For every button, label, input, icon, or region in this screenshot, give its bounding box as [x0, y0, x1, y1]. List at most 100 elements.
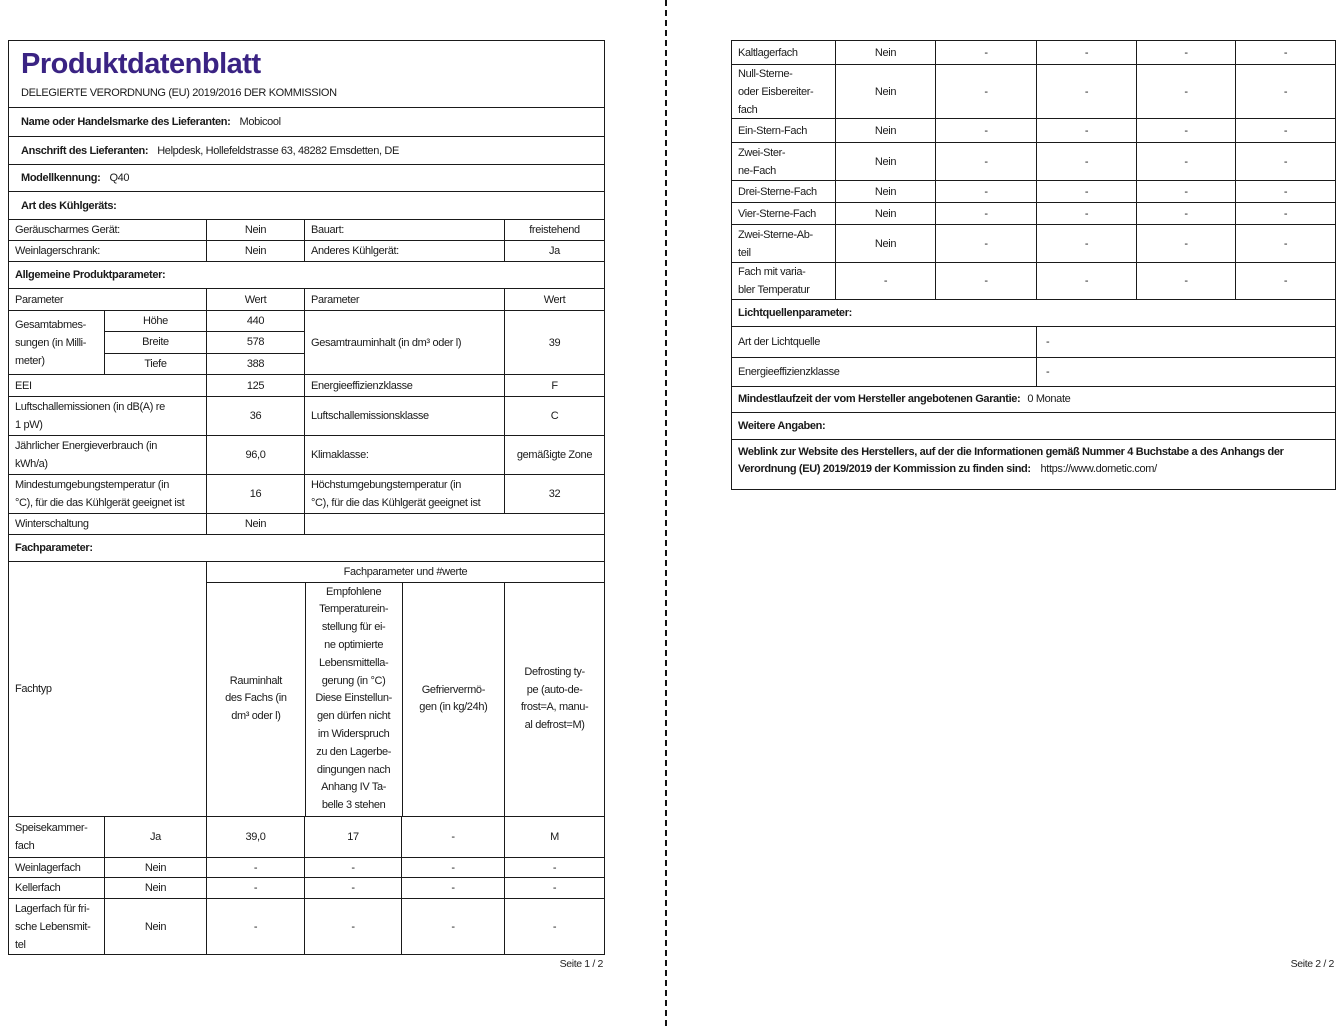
warranty-label: Mindestlaufzeit der vom Hersteller angeb…	[738, 393, 1021, 405]
compartment-row: Drei-Sterne-Fach Nein - - - -	[732, 180, 1335, 202]
compartment-volume: -	[935, 203, 1036, 224]
weblink-row: Weblink zur Website des Herstellers, auf…	[732, 439, 1335, 489]
type-table-row: Weinlagerschrank: Nein Anderes Kühlgerät…	[9, 240, 604, 261]
param-label: Jährlicher Energieverbrauch (in kWh/a)	[15, 440, 158, 470]
compartment-temperature: -	[304, 858, 401, 877]
param-value: Nein	[206, 220, 304, 240]
model-id-label: Modellkennung:	[21, 172, 101, 184]
compartment-defrost: -	[1235, 119, 1335, 142]
compartment-column-headers: Rauminhalt des Fachs (in dm³ oder l) Emp…	[207, 581, 604, 816]
compartment-label: Weinlagerfach	[15, 861, 81, 874]
model-id-value: Q40	[109, 172, 130, 184]
param-label: Höchstumgebungstemperatur (in °C), für d…	[304, 475, 504, 513]
compartment-present: Nein	[104, 899, 206, 954]
supplier-address-label: Anschrift des Lieferanten:	[21, 144, 149, 157]
compartment-freezing: -	[1136, 65, 1235, 118]
compartment-volume: -	[935, 181, 1036, 202]
light-source-row: Art der Lichtquelle -	[732, 326, 1335, 357]
compartment-defrost: -	[504, 899, 604, 954]
compartment-freezing: -	[1136, 181, 1235, 202]
general-param-row: Luftschallemissionen (in dB(A) re 1 pW) …	[9, 396, 604, 435]
compartment-temperature: -	[304, 899, 401, 954]
param-label: Weinlagerschrank:	[15, 245, 100, 257]
compartment-volume: 39,0	[206, 817, 304, 857]
compartment-row: Kellerfach Nein - - - -	[9, 877, 604, 898]
compartment-row: Vier-Sterne-Fach Nein - - - -	[732, 202, 1335, 224]
compartment-volume: -	[206, 899, 304, 954]
compartment-present: Nein	[835, 65, 935, 118]
column-header: Wert	[206, 289, 304, 310]
compartment-row: Ein-Stern-Fach Nein - - - -	[732, 118, 1335, 142]
appliance-type-label: Art des Kühlgeräts:	[21, 199, 117, 212]
weblink-url: https://www.dometic.com/	[1040, 463, 1157, 475]
section-heading-compartment-parameters: Fachparameter:	[9, 534, 604, 561]
compartment-present: Nein	[835, 143, 935, 180]
compartment-header-right: Fachparameter und #werte Rauminhalt des …	[206, 562, 604, 816]
param-value: 96,0	[206, 436, 304, 474]
param-label: Luftschallemissionen (in dB(A) re 1 pW)	[15, 401, 165, 431]
compartment-defrost: -	[1235, 143, 1335, 180]
compartment-label: Vier-Sterne-Fach	[738, 207, 816, 220]
general-param-row: EEI 125 Energieeffizienzklasse F	[9, 374, 604, 396]
dimension-value: 578	[207, 331, 304, 352]
compartment-present: Nein	[835, 41, 935, 64]
supplier-name-label: Name oder Handelsmarke des Lieferanten:	[21, 116, 231, 128]
compartment-defrost: M	[504, 817, 604, 857]
compartment-volume: -	[206, 858, 304, 877]
page-separator-dashed-line	[665, 0, 667, 1026]
param-value: gemäßigte Zone	[504, 436, 604, 474]
compartment-freezing: -	[1136, 119, 1235, 142]
column-header-freezing-capacity: Gefriervermö- gen (in kg/24h)	[401, 582, 505, 816]
param-label: Energieeffizienzklasse	[738, 366, 840, 378]
section-heading-light-source-parameters: Lichtquellenparameter:	[732, 299, 1335, 326]
compartment-row: Zwei-Sterne-Ab- teil Nein - - - -	[732, 224, 1335, 262]
warranty-value: 0 Monate	[1027, 393, 1071, 405]
compartment-group-header: Fachparameter und #werte	[343, 565, 468, 578]
compartment-temperature: -	[1036, 119, 1136, 142]
compartment-freezing: -	[1136, 143, 1235, 180]
compartment-freezing: -	[401, 858, 504, 877]
param-value: -	[1036, 327, 1335, 357]
param-label: Bauart:	[304, 220, 504, 240]
param-label: Art der Lichtquelle	[738, 336, 821, 348]
compartment-temperature: -	[1036, 41, 1136, 64]
column-header-temperature: Empfohlene Temperaturein- stellung für e…	[304, 582, 402, 816]
compartment-present: Nein	[835, 119, 935, 142]
param-label: Luftschallemissionsklasse	[304, 397, 504, 435]
dimensions-label: Gesamtabmes- sungen (in Milli- meter)	[15, 318, 87, 367]
type-table-row: Geräuscharmes Gerät: Nein Bauart: freist…	[9, 219, 604, 240]
page-number-1: Seite 1 / 2	[559, 958, 604, 970]
dimension-name: Tiefe	[105, 352, 206, 374]
param-value: Nein	[206, 514, 304, 534]
param-label: Anderes Kühlgerät:	[304, 241, 504, 261]
weblink-label: Weblink zur Website des Herstellers, auf…	[738, 446, 1284, 475]
compartment-defrost: -	[504, 878, 604, 898]
column-header: Wert	[504, 289, 604, 310]
compartment-row: Null-Sterne- oder Eisbereiter- fach Nein…	[732, 64, 1335, 118]
page-1: Produktdatenblatt DELEGIERTE VERORDNUNG …	[8, 40, 605, 955]
param-value: Ja	[504, 241, 604, 261]
compartment-label: Kellerfach	[15, 882, 61, 894]
compartment-defrost: -	[1235, 41, 1335, 64]
supplier-name-row: Name oder Handelsmarke des Lieferanten: …	[9, 107, 604, 136]
param-value: 125	[206, 375, 304, 396]
compartment-label: Zwei-Ster- ne-Fach	[738, 146, 786, 177]
dimension-names: Höhe Breite Tiefe	[104, 311, 206, 374]
compartment-volume: -	[935, 41, 1036, 64]
compartment-freezing: -	[1136, 41, 1235, 64]
compartment-defrost: -	[1235, 203, 1335, 224]
compartment-temperature: -	[1036, 225, 1136, 262]
param-label: Energieeffizienzklasse	[304, 375, 504, 396]
general-param-row: Jährlicher Energieverbrauch (in kWh/a) 9…	[9, 435, 604, 474]
compartment-freezing: -	[401, 878, 504, 898]
column-header-defrosting-type: Defrosting ty- pe (auto-de- frost=A, man…	[504, 582, 604, 816]
column-header: Parameter	[304, 289, 504, 310]
warranty-row: Mindestlaufzeit der vom Hersteller angeb…	[732, 386, 1335, 412]
param-value: 16	[206, 475, 304, 513]
compartment-present: Nein	[835, 203, 935, 224]
compartment-label: Ein-Stern-Fach	[738, 124, 808, 137]
compartment-volume: -	[935, 263, 1036, 299]
section-heading-general-parameters: Allgemeine Produktparameter:	[9, 261, 604, 288]
compartment-present: Nein	[104, 858, 206, 877]
general-param-row: Mindestumgebungstemperatur (in °C), für …	[9, 474, 604, 513]
